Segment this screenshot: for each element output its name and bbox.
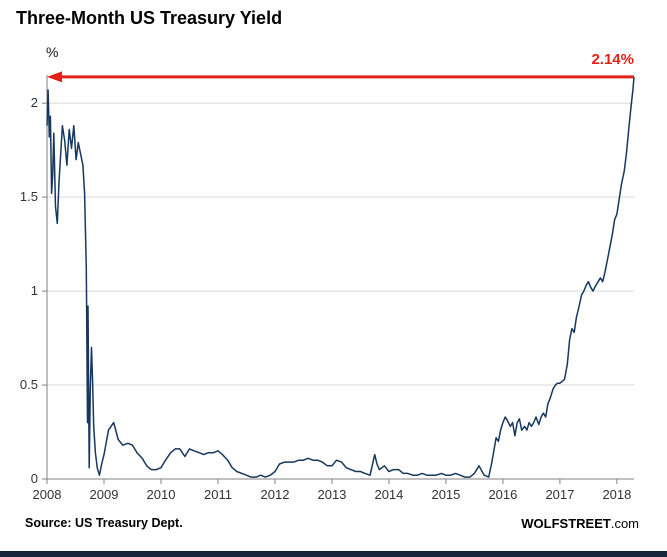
x-tick-label: 2017 bbox=[545, 487, 574, 502]
y-axis-unit-label: % bbox=[46, 44, 59, 60]
x-tick-label: 2014 bbox=[374, 487, 403, 502]
x-tick-label: 2010 bbox=[147, 487, 176, 502]
arrow-head-icon bbox=[47, 71, 62, 83]
brand-label-bold: WOLFSTREET bbox=[521, 516, 611, 531]
annotation-label: 2.14% bbox=[591, 51, 634, 68]
brand-label: WOLFSTREET.com bbox=[521, 516, 639, 531]
source-note: Source: US Treasury Dept. bbox=[25, 516, 183, 530]
x-tick-label: 2016 bbox=[488, 487, 517, 502]
y-tick-label: 1 bbox=[31, 283, 38, 298]
x-tick-label: 2013 bbox=[317, 487, 346, 502]
x-tick-label: 2009 bbox=[90, 487, 119, 502]
y-tick-label: 1.5 bbox=[20, 189, 38, 204]
x-tick-label: 2012 bbox=[261, 487, 290, 502]
x-tick-label: 2015 bbox=[431, 487, 460, 502]
y-tick-label: 2 bbox=[31, 95, 38, 110]
brand-label-rest: .com bbox=[610, 516, 639, 531]
yield-line bbox=[46, 76, 635, 478]
bottom-strip bbox=[0, 551, 667, 557]
y-tick-label: 0 bbox=[31, 471, 38, 486]
chart-title: Three-Month US Treasury Yield bbox=[16, 8, 283, 28]
x-tick-label: 2011 bbox=[204, 487, 232, 502]
x-tick-label: 2018 bbox=[602, 487, 631, 502]
x-tick-label: 2008 bbox=[33, 487, 62, 502]
y-tick-label: 0.5 bbox=[20, 377, 38, 392]
